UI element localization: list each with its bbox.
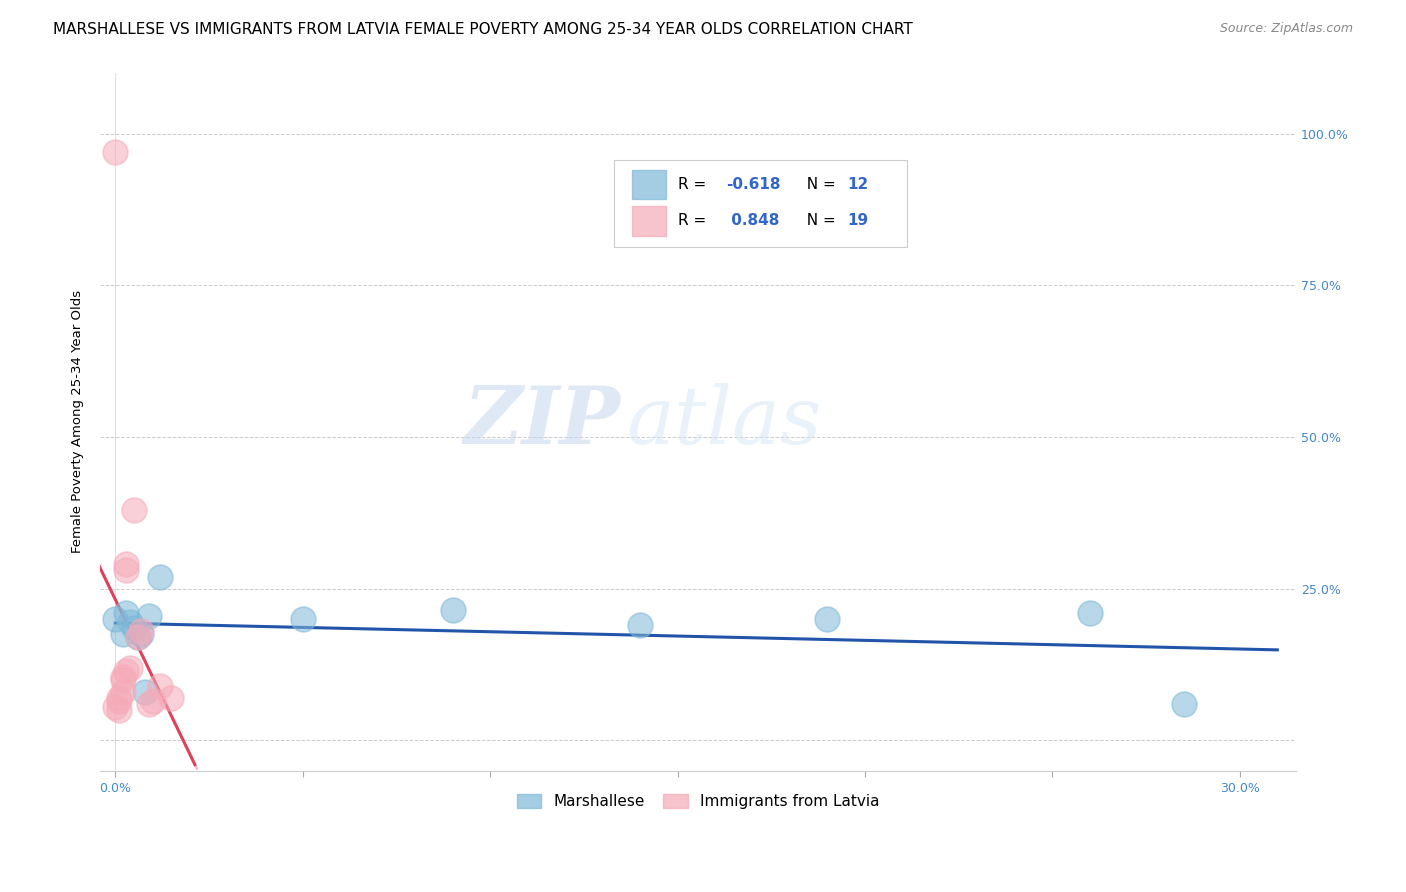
Point: [122, 503, 145, 517]
Point: [127, 630, 149, 644]
Point: [115, 606, 138, 620]
Point: [441, 603, 464, 617]
Text: R =: R =: [678, 178, 711, 192]
Point: [111, 685, 134, 699]
Point: [104, 145, 127, 159]
Point: [111, 627, 134, 641]
Point: [115, 558, 138, 572]
Point: [142, 694, 165, 708]
Text: N =: N =: [797, 213, 841, 228]
Point: [131, 624, 153, 639]
Point: [111, 673, 134, 687]
FancyBboxPatch shape: [633, 206, 666, 235]
Point: [138, 609, 160, 624]
Text: R =: R =: [678, 213, 711, 228]
Text: 19: 19: [848, 213, 869, 228]
Point: [628, 618, 651, 632]
Point: [104, 700, 127, 714]
FancyBboxPatch shape: [633, 170, 666, 199]
Point: [817, 612, 839, 626]
Point: [120, 615, 142, 629]
Text: 0.848: 0.848: [725, 213, 779, 228]
Point: [1173, 697, 1195, 711]
Point: [127, 630, 149, 644]
Point: [291, 612, 314, 626]
Text: atlas: atlas: [627, 383, 821, 460]
Text: 12: 12: [848, 178, 869, 192]
Point: [149, 679, 172, 693]
Point: [160, 690, 183, 705]
Point: [108, 690, 131, 705]
Point: [134, 685, 156, 699]
Text: ZIP: ZIP: [464, 383, 620, 460]
Point: [108, 703, 131, 717]
Point: [108, 694, 131, 708]
Text: MARSHALLESE VS IMMIGRANTS FROM LATVIA FEMALE POVERTY AMONG 25-34 YEAR OLDS CORRE: MARSHALLESE VS IMMIGRANTS FROM LATVIA FE…: [53, 22, 912, 37]
Y-axis label: Female Poverty Among 25-34 Year Olds: Female Poverty Among 25-34 Year Olds: [72, 290, 84, 553]
Point: [122, 621, 145, 635]
Point: [111, 670, 134, 684]
Point: [115, 564, 138, 578]
Point: [120, 660, 142, 674]
Point: [104, 612, 127, 626]
Text: N =: N =: [797, 178, 841, 192]
Point: [149, 569, 172, 583]
Point: [131, 627, 153, 641]
Point: [1078, 606, 1101, 620]
Text: Source: ZipAtlas.com: Source: ZipAtlas.com: [1219, 22, 1353, 36]
Legend: Marshallese, Immigrants from Latvia: Marshallese, Immigrants from Latvia: [510, 788, 886, 815]
Point: [138, 697, 160, 711]
Text: -0.618: -0.618: [725, 178, 780, 192]
FancyBboxPatch shape: [614, 161, 907, 247]
Point: [115, 664, 138, 678]
